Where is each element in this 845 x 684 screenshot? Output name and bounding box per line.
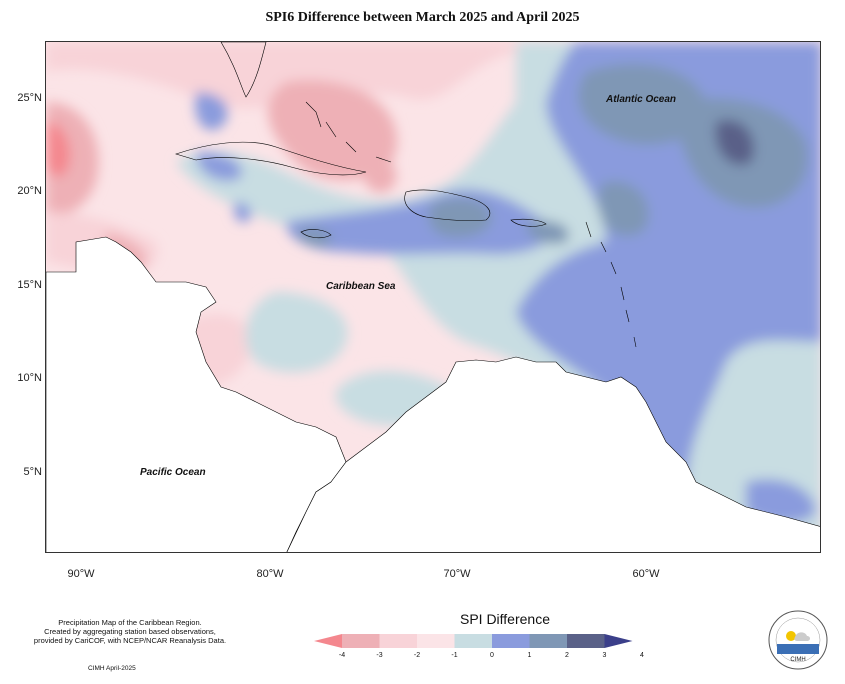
legend-tick-label: -3 bbox=[376, 652, 383, 659]
lat-label: 25°N bbox=[17, 92, 42, 104]
legend-swatch bbox=[342, 634, 380, 648]
legend-swatch bbox=[492, 634, 530, 648]
lat-label: 15°N bbox=[17, 279, 42, 291]
credit-line: provided by CariCOF, with NCEP/NCAR Rean… bbox=[33, 636, 227, 645]
cuba bbox=[175, 141, 367, 176]
legend-arrow-left bbox=[314, 634, 342, 648]
credit-date: CIMH April-2025 bbox=[88, 665, 136, 672]
legend-tick-label: 1 bbox=[527, 652, 532, 659]
legend-arrow-right bbox=[604, 634, 633, 648]
legend-swatch bbox=[567, 634, 605, 648]
credit-block: Precipitation Map of the Caribbean Regio… bbox=[10, 618, 250, 645]
map-area bbox=[45, 41, 821, 553]
spi-map bbox=[46, 42, 820, 552]
svg-text:CIMH: CIMH bbox=[790, 657, 805, 663]
legend-swatch bbox=[379, 634, 417, 648]
florida bbox=[220, 42, 267, 98]
lon-label: 60°W bbox=[632, 568, 660, 580]
jamaica bbox=[300, 229, 332, 239]
lat-label: 20°N bbox=[17, 185, 42, 197]
lon-label: 70°W bbox=[443, 568, 471, 580]
legend-swatch bbox=[529, 634, 567, 648]
south-america bbox=[286, 356, 820, 552]
legend-tick-label: 2 bbox=[565, 652, 569, 659]
caribbean-sea-label: Caribbean Sea bbox=[326, 281, 396, 292]
island-chain bbox=[305, 101, 637, 348]
legend-title: SPI Difference bbox=[459, 611, 550, 627]
lon-label: 80°W bbox=[256, 568, 284, 580]
legend-swatch bbox=[417, 634, 455, 648]
legend-tick-label: 4 bbox=[640, 652, 644, 659]
lat-label: 10°N bbox=[17, 372, 42, 384]
puerto-rico bbox=[510, 218, 547, 227]
legend-tick-label: -1 bbox=[451, 652, 458, 659]
lat-label: 5°N bbox=[23, 466, 42, 478]
legend-tick-label: -2 bbox=[413, 652, 421, 659]
legend-tick-label: -4 bbox=[338, 652, 346, 659]
hispaniola bbox=[404, 189, 491, 222]
atlantic-ocean-label: Atlantic Ocean bbox=[606, 94, 677, 105]
legend-swatch bbox=[454, 634, 492, 648]
cimh-logo-icon: CIMH bbox=[768, 610, 828, 670]
landmasses bbox=[46, 42, 820, 552]
legend-colorbar bbox=[314, 634, 633, 648]
lon-label: 90°W bbox=[67, 568, 95, 580]
pacific-ocean-label: Pacific Ocean bbox=[140, 467, 206, 478]
legend-tick-label: 3 bbox=[602, 652, 607, 659]
credit-line: Precipitation Map of the Caribbean Regio… bbox=[58, 618, 202, 627]
credit-line: Created by aggregating station based obs… bbox=[44, 627, 216, 636]
map-title: SPI6 Difference between March 2025 and A… bbox=[265, 10, 580, 25]
legend-tick-label: 0 bbox=[490, 652, 494, 659]
